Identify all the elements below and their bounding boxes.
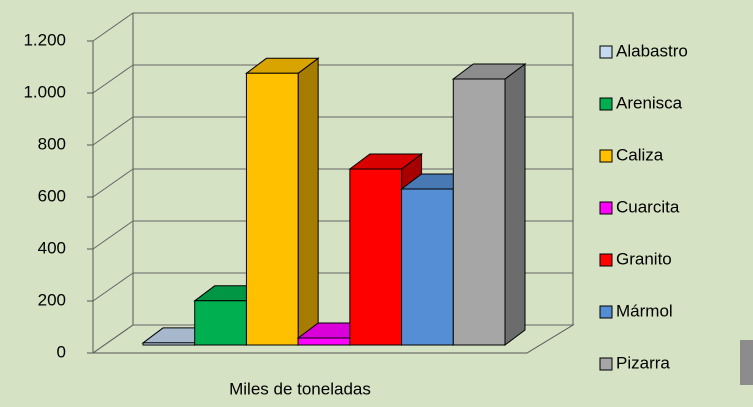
y-tick-label: 0 [57, 342, 66, 361]
legend-label: Cuarcita [616, 197, 680, 216]
bar-front [349, 168, 403, 346]
bar-front [297, 337, 351, 346]
y-tick-label: 600 [38, 186, 66, 205]
bar-front [194, 300, 247, 346]
x-tick-label: Miles de toneladas [229, 379, 371, 398]
y-tick-label: 1.200 [23, 30, 66, 49]
bar-front [142, 342, 196, 346]
legend-label: Alabastro [616, 41, 688, 60]
legend-swatch [599, 97, 613, 111]
legend-swatch [599, 149, 613, 163]
bar-side [504, 63, 526, 346]
bar [244, 57, 320, 346]
y-tick-label: 800 [38, 134, 66, 153]
bar-side [297, 57, 319, 346]
grid-line [92, 64, 573, 94]
thumbnail [740, 340, 753, 385]
legend-swatch [599, 201, 613, 215]
bar-front [245, 72, 299, 346]
legend-swatch [599, 45, 613, 59]
legend-label: Caliza [616, 145, 664, 164]
grid-line [92, 12, 573, 42]
bar [451, 63, 527, 346]
legend-label: Arenisca [616, 93, 683, 112]
bar-front [452, 78, 506, 346]
grid-line [92, 168, 573, 198]
grid-line [92, 116, 573, 146]
y-tick-label: 400 [38, 238, 66, 257]
legend-swatch [599, 357, 613, 371]
legend-label: Mármol [616, 301, 673, 320]
legend-label: Granito [616, 249, 672, 268]
legend-swatch [599, 253, 613, 267]
legend-label: Pizarra [616, 353, 670, 372]
bar-front [401, 188, 454, 346]
legend-swatch [599, 305, 613, 319]
y-tick-label: 200 [38, 290, 66, 309]
y-tick-label: 1.000 [23, 82, 66, 101]
